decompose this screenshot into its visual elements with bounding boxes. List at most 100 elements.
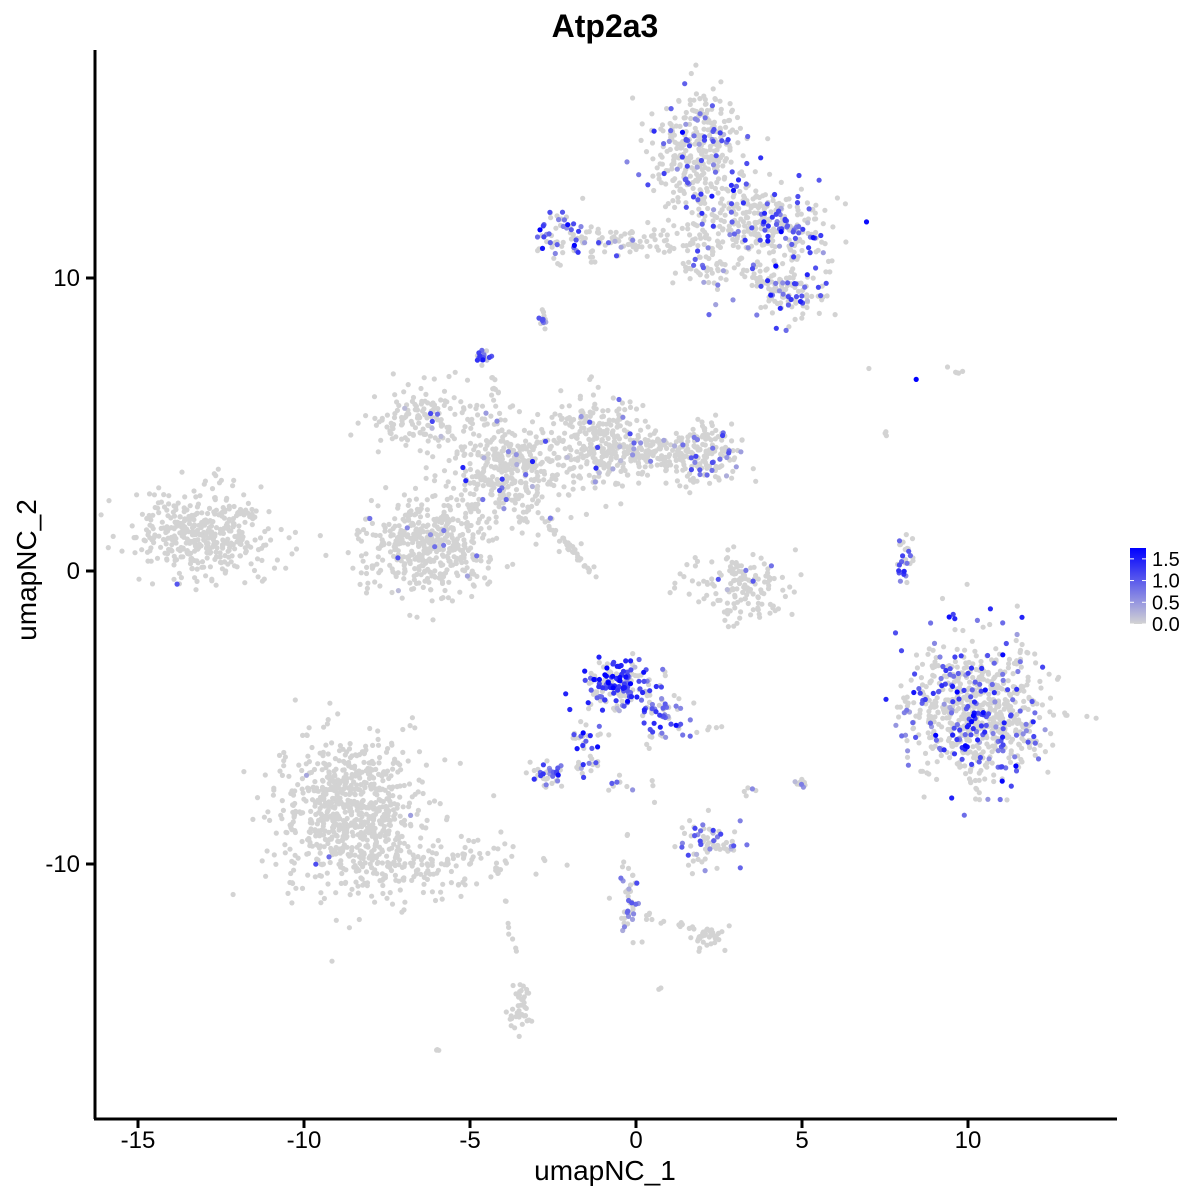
cell-point: [578, 464, 584, 470]
cell-point: [727, 564, 734, 570]
cell-point: [970, 661, 976, 667]
cell-point: [231, 503, 237, 510]
cell-point: [380, 882, 386, 889]
cell-point: [398, 422, 405, 428]
cell-point: [441, 502, 447, 509]
cell-point: [457, 760, 463, 766]
cell-point: [292, 529, 298, 536]
cell-point: [245, 500, 251, 506]
cell-point: [386, 828, 392, 834]
cell-point: [414, 415, 421, 421]
cell-point: [453, 555, 460, 561]
cell-point: [701, 425, 707, 431]
cell-point: [391, 801, 397, 807]
cell-point: [1037, 714, 1043, 721]
cell-point: [694, 171, 700, 177]
cell-point: [636, 172, 642, 178]
cell-point: [596, 660, 602, 666]
cell-point: [936, 721, 942, 727]
cell-point: [513, 948, 520, 954]
cell-point: [610, 417, 616, 423]
cell-point: [657, 445, 664, 451]
cell-point: [730, 468, 736, 474]
cell-point: [402, 405, 408, 411]
cell-point: [475, 452, 481, 458]
cell-point: [604, 661, 611, 667]
cell-point: [534, 490, 541, 496]
cell-point: [441, 402, 447, 408]
cell-point: [273, 861, 279, 867]
cell-point: [685, 222, 691, 228]
cell-point: [677, 571, 683, 577]
cell-point: [670, 280, 676, 286]
cell-point: [523, 1005, 529, 1012]
cell-point: [732, 594, 738, 600]
cell-point: [930, 665, 936, 671]
cell-point: [616, 412, 622, 418]
cell-point: [303, 798, 309, 804]
cell-point: [429, 528, 435, 534]
cell-point: [580, 195, 586, 201]
cell-point: [664, 232, 670, 238]
cell-point: [721, 609, 728, 615]
cell-point: [325, 807, 331, 813]
cell-point: [213, 554, 219, 560]
cell-point: [340, 767, 346, 773]
cell-point: [783, 286, 789, 292]
cell-point: [372, 415, 378, 421]
cell-point: [618, 244, 624, 250]
cell-point: [597, 427, 603, 433]
cell-point: [681, 830, 688, 837]
cell-point: [513, 452, 519, 458]
cell-point: [925, 730, 931, 736]
cell-point: [972, 648, 978, 654]
cell-point: [706, 279, 712, 286]
cell-point: [671, 245, 677, 252]
cell-point: [843, 239, 849, 245]
cell-point: [570, 232, 576, 238]
cell-point: [364, 842, 370, 849]
cell-point: [623, 434, 629, 440]
cell-point: [346, 822, 352, 829]
cell-point: [640, 469, 646, 475]
cell-point: [586, 229, 592, 235]
cell-point: [182, 516, 188, 522]
cell-point: [519, 493, 525, 499]
cell-point: [355, 420, 361, 426]
cell-point: [725, 547, 731, 553]
cell-point: [654, 462, 660, 468]
cell-point: [342, 809, 348, 815]
cell-point: [1019, 735, 1025, 742]
cell-point: [1019, 721, 1025, 728]
cell-point: [384, 796, 390, 802]
cell-point: [427, 549, 433, 555]
cell-point: [409, 548, 415, 554]
cell-point: [552, 250, 558, 257]
cell-point: [617, 423, 623, 429]
cell-point: [151, 534, 157, 540]
cell-point: [616, 238, 622, 244]
cell-point: [677, 187, 683, 193]
cell-point: [966, 776, 973, 782]
cell-point: [442, 757, 448, 763]
cell-point: [642, 418, 648, 424]
cell-point: [401, 576, 407, 582]
cell-point: [438, 844, 444, 850]
cell-point: [679, 922, 685, 928]
cell-point: [772, 298, 778, 304]
cell-point: [990, 730, 996, 737]
cell-point: [303, 772, 310, 778]
cell-point: [441, 388, 448, 394]
cell-point: [369, 520, 375, 527]
cell-point: [375, 554, 381, 560]
cell-point: [417, 448, 423, 454]
cell-point: [418, 572, 424, 578]
cell-point: [504, 564, 510, 570]
cell-point: [222, 553, 228, 559]
cell-point: [725, 624, 732, 630]
cell-point: [702, 856, 708, 862]
cell-point: [711, 119, 718, 125]
cell-point: [165, 526, 172, 532]
cell-point: [738, 609, 744, 615]
cell-point: [719, 207, 725, 213]
